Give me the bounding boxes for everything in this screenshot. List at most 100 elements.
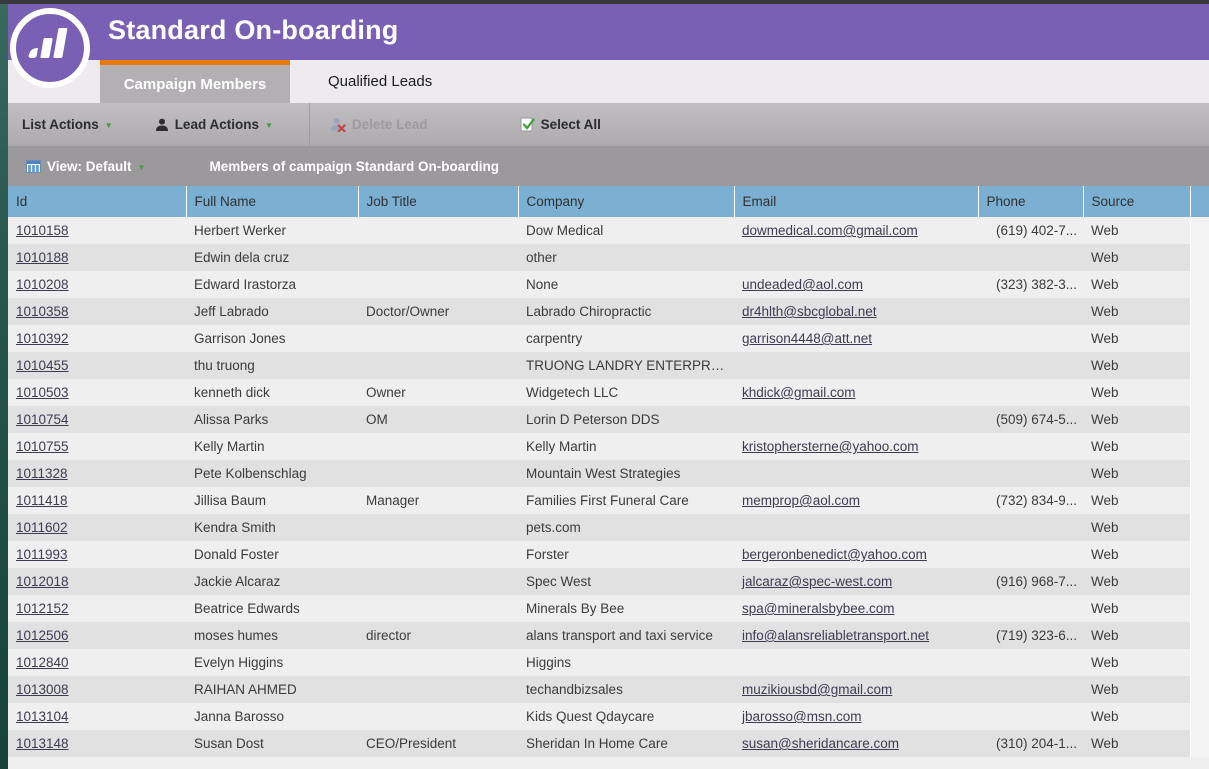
lead-id-link[interactable]: 1011602 xyxy=(16,520,68,535)
cell-company: Higgins xyxy=(518,649,734,676)
table-row[interactable]: 1011418 Jillisa Baum Manager Families Fi… xyxy=(8,487,1209,514)
lead-id-link[interactable]: 1010158 xyxy=(16,223,69,238)
table-row[interactable]: 1013008 RAIHAN AHMED techandbizsales muz… xyxy=(8,676,1209,703)
lead-id-link[interactable]: 1012506 xyxy=(16,628,69,643)
table-row[interactable]: 1013104 Janna Barosso Kids Quest Qdaycar… xyxy=(8,703,1209,730)
cell-spacer xyxy=(1189,622,1209,649)
table-row[interactable]: 1010392 Garrison Jones carpentry garriso… xyxy=(8,325,1209,352)
table-row[interactable]: 1012506 moses humes director alans trans… xyxy=(8,622,1209,649)
lead-email-link[interactable]: garrison4448@att.net xyxy=(742,331,873,346)
table-row[interactable]: 1010188 Edwin dela cruz other Web xyxy=(8,244,1209,271)
cell-email: spa@mineralsbybee.com xyxy=(734,595,978,622)
column-header-source[interactable]: Source xyxy=(1083,186,1191,217)
cell-full-name: Janna Barosso xyxy=(186,703,358,730)
table-row[interactable]: 1011993 Donald Foster Forster bergeronbe… xyxy=(8,541,1209,568)
table-row[interactable]: 1012018 Jackie Alcaraz Spec West jalcara… xyxy=(8,568,1209,595)
lead-id-link[interactable]: 1010358 xyxy=(16,304,69,319)
lead-email-link[interactable]: jbarosso@msn.com xyxy=(742,709,862,724)
lead-email-link[interactable]: bergeronbenedict@yahoo.com xyxy=(742,547,927,562)
lead-email-link[interactable]: susan@sheridancare.com xyxy=(742,736,900,751)
tab-campaign-members[interactable]: Campaign Members xyxy=(100,60,290,103)
table-row[interactable]: 1012840 Evelyn Higgins Higgins Web xyxy=(8,649,1209,676)
cell-email: jbarosso@msn.com xyxy=(734,703,978,730)
column-header-email[interactable]: Email xyxy=(734,186,979,217)
column-header-job-title[interactable]: Job Title xyxy=(358,186,519,217)
lead-email-link[interactable]: khdick@gmail.com xyxy=(742,385,856,400)
cell-id: 1012018 xyxy=(8,568,186,595)
cell-job-title xyxy=(358,325,518,352)
lead-id-link[interactable]: 1010455 xyxy=(16,358,69,373)
table-row[interactable]: 1012152 Beatrice Edwards Minerals By Bee… xyxy=(8,595,1209,622)
marketo-logo-icon xyxy=(10,8,90,88)
cell-id: 1011993 xyxy=(8,541,186,568)
table-row[interactable]: 1013148 Susan Dost CEO/President Sherida… xyxy=(8,730,1209,757)
lead-id-link[interactable]: 1010503 xyxy=(16,385,69,400)
cell-email: susan@sheridancare.com xyxy=(734,730,978,757)
cell-full-name: moses humes xyxy=(186,622,358,649)
table-row[interactable]: 1011328 Pete Kolbenschlag Mountain West … xyxy=(8,460,1209,487)
cell-spacer xyxy=(1189,676,1209,703)
cell-id: 1010188 xyxy=(8,244,186,271)
table-row[interactable]: 1010158 Herbert Werker Dow Medical dowme… xyxy=(8,217,1209,244)
checkmark-page-icon xyxy=(520,117,535,132)
cell-job-title xyxy=(358,703,518,730)
lead-id-link[interactable]: 1010754 xyxy=(16,412,69,427)
cell-spacer xyxy=(1189,568,1209,595)
cell-job-title xyxy=(358,514,518,541)
cell-company: pets.com xyxy=(518,514,734,541)
cell-full-name: Beatrice Edwards xyxy=(186,595,358,622)
lead-id-link[interactable]: 1011328 xyxy=(16,466,68,481)
table-row[interactable]: 1011602 Kendra Smith pets.com Web xyxy=(8,514,1209,541)
column-header-full-name[interactable]: Full Name xyxy=(186,186,359,217)
grid-view-icon xyxy=(26,160,41,173)
select-all-button[interactable]: Select All xyxy=(506,103,615,146)
lead-id-link[interactable]: 1013104 xyxy=(16,709,69,724)
table-row[interactable]: 1010503 kenneth dick Owner Widgetech LLC… xyxy=(8,379,1209,406)
cell-full-name: Garrison Jones xyxy=(186,325,358,352)
table-row[interactable]: 1010455 thu truong TRUONG LANDRY ENTERPR… xyxy=(8,352,1209,379)
lead-id-link[interactable]: 1010208 xyxy=(16,277,69,292)
cell-source: Web xyxy=(1083,217,1190,244)
lead-email-link[interactable]: info@alansreliabletransport.net xyxy=(742,628,930,643)
lead-id-link[interactable]: 1012152 xyxy=(16,601,69,616)
lead-id-link[interactable]: 1010188 xyxy=(16,250,69,265)
table-row[interactable]: 1010358 Jeff Labrado Doctor/Owner Labrad… xyxy=(8,298,1209,325)
lead-email-link[interactable]: muzikiousbd@gmail.com xyxy=(742,682,893,697)
lead-id-link[interactable]: 1010392 xyxy=(16,331,69,346)
column-header-company[interactable]: Company xyxy=(518,186,735,217)
cell-id: 1011602 xyxy=(8,514,186,541)
cell-source: Web xyxy=(1083,379,1190,406)
table-row[interactable]: 1010754 Alissa Parks OM Lorin D Peterson… xyxy=(8,406,1209,433)
lead-id-link[interactable]: 1012018 xyxy=(16,574,69,589)
column-header-spacer xyxy=(1190,186,1209,217)
lead-actions-button[interactable]: Lead Actions ▼ xyxy=(141,103,287,146)
cell-phone: (310) 204-1... xyxy=(978,730,1083,757)
lead-email-link[interactable]: dr4hlth@sbcglobal.net xyxy=(742,304,877,319)
lead-email-link[interactable]: undeaded@aol.com xyxy=(742,277,864,292)
lead-id-link[interactable]: 1011418 xyxy=(16,493,68,508)
delete-lead-button[interactable]: Delete Lead xyxy=(316,103,442,146)
lead-id-link[interactable]: 1012840 xyxy=(16,655,69,670)
chevron-down-icon: ▼ xyxy=(137,162,146,172)
lead-id-link[interactable]: 1013148 xyxy=(16,736,69,751)
list-actions-button[interactable]: List Actions ▼ xyxy=(8,103,127,146)
table-row[interactable]: 1010208 Edward Irastorza None undeaded@a… xyxy=(8,271,1209,298)
column-header-id[interactable]: Id xyxy=(8,186,187,217)
chevron-down-icon: ▼ xyxy=(264,120,273,130)
lead-id-link[interactable]: 1010755 xyxy=(16,439,69,454)
tab-qualified-leads[interactable]: Qualified Leads xyxy=(308,60,452,103)
lead-email-link[interactable]: kristophersterne@yahoo.com xyxy=(742,439,919,454)
lead-id-link[interactable]: 1013008 xyxy=(16,682,69,697)
lead-email-link[interactable]: dowmedical.com@gmail.com xyxy=(742,223,918,238)
cell-spacer xyxy=(1189,271,1209,298)
lead-id-link[interactable]: 1011993 xyxy=(16,547,68,562)
cell-phone xyxy=(978,298,1083,325)
lead-email-link[interactable]: spa@mineralsbybee.com xyxy=(742,601,895,616)
column-header-phone[interactable]: Phone xyxy=(978,186,1084,217)
cell-company: Forster xyxy=(518,541,734,568)
lead-email-link[interactable]: memprop@aol.com xyxy=(742,493,860,508)
top-strip xyxy=(0,0,1209,4)
table-row[interactable]: 1010755 Kelly Martin Kelly Martin kristo… xyxy=(8,433,1209,460)
view-selector[interactable]: View: Default ▼ xyxy=(8,147,157,186)
lead-email-link[interactable]: jalcaraz@spec-west.com xyxy=(742,574,893,589)
